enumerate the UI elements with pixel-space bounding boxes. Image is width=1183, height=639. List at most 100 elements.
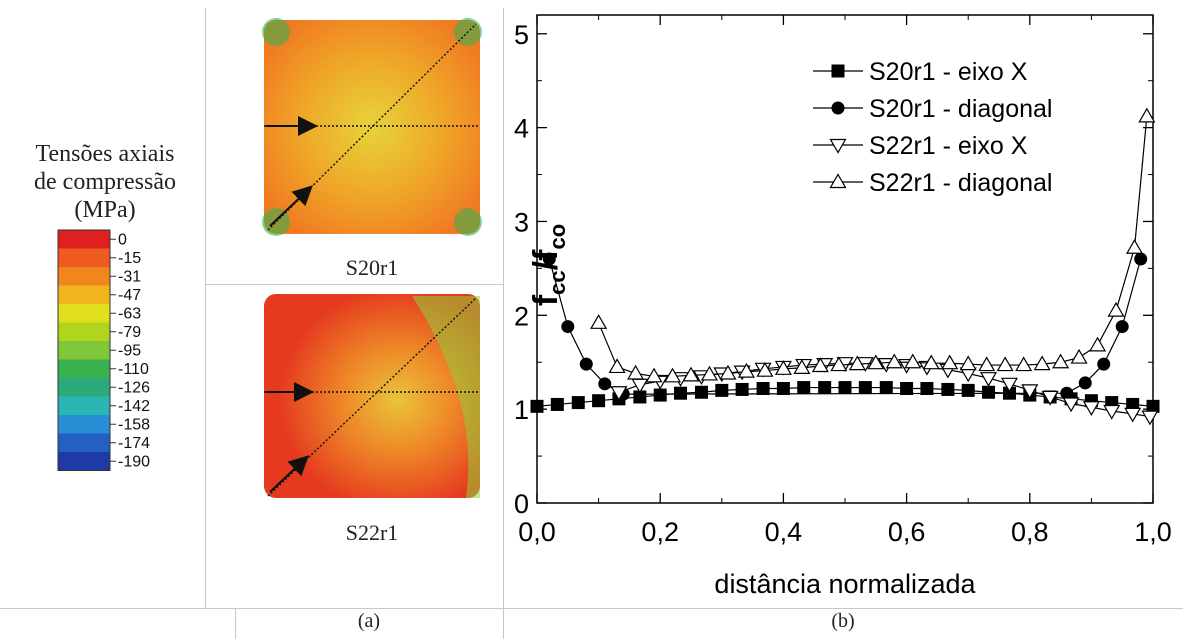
data-point: [867, 354, 885, 370]
y-tick-label: 0: [514, 489, 529, 519]
y-tick-label: 2: [514, 301, 529, 331]
data-point: [550, 397, 564, 411]
data-point: [1000, 377, 1019, 393]
data-point: [1146, 399, 1160, 413]
x-axis-label: distância normalizada: [714, 569, 976, 599]
data-point: [848, 355, 866, 371]
plot-frame: [536, 14, 1154, 504]
data-point: [756, 382, 770, 396]
colorbar-label: -47: [118, 287, 141, 304]
legend-marker: [831, 64, 845, 78]
specimen-label-s20r1: S20r1: [345, 255, 399, 280]
data-point: [598, 377, 612, 391]
data-point: [530, 399, 544, 413]
data-point: [776, 382, 790, 396]
colorbar-swatch: [58, 341, 110, 360]
data-point: [645, 367, 663, 383]
data-point: [797, 381, 811, 395]
data-point: [982, 385, 996, 399]
colorbar-label: -126: [118, 379, 150, 396]
data-point: [719, 364, 737, 380]
legend-label: S22r1 - eixo X: [869, 132, 1028, 160]
data-point: [1082, 401, 1100, 416]
x-tick-label: 0,2: [641, 517, 679, 547]
colorbar-label: -110: [118, 361, 149, 378]
x-tick-label: 0,4: [765, 517, 803, 547]
colorbar-label: -31: [118, 268, 141, 285]
data-point: [1107, 301, 1125, 317]
data-point: [1097, 357, 1111, 371]
divider-left: [205, 8, 206, 608]
y-tick-label: 5: [514, 20, 529, 50]
colorbar-swatch: [58, 230, 110, 249]
colorbar-label: -158: [118, 416, 150, 433]
data-point: [1033, 355, 1051, 371]
data-point: [900, 382, 914, 396]
data-point: [922, 354, 940, 370]
data-point: [941, 382, 955, 396]
colorbar-label: -63: [118, 305, 141, 322]
colorbar-swatch: [58, 322, 110, 341]
data-point: [1126, 397, 1140, 411]
data-point: [1078, 376, 1092, 390]
y-tick-label: 4: [514, 114, 529, 144]
data-point: [1015, 356, 1033, 372]
colorbar: 0 -15-31 -47-63 -79-95 -110-126 -142-158 -174-…: [57, 229, 150, 471]
legend-label: S22r1 - diagonal: [869, 169, 1052, 197]
y-axis-label-part: f: [527, 294, 565, 306]
data-point: [737, 362, 755, 378]
caption-a: (a): [357, 610, 381, 632]
colorbar-swatch: [58, 267, 110, 286]
legend-marker: [831, 101, 845, 115]
colorbar-swatch: [58, 378, 110, 397]
data-point: [542, 252, 556, 266]
colorbar-swatch: [58, 415, 110, 434]
data-point: [879, 381, 893, 395]
data-point: [858, 381, 872, 395]
legend-label: S20r1 - diagonal: [869, 95, 1052, 123]
data-point: [959, 355, 977, 371]
caption-b: (b): [831, 610, 855, 632]
colorbar-swatch: [58, 248, 110, 267]
colorbar-label: -95: [118, 342, 141, 359]
y-axis-label-part: co: [545, 224, 570, 250]
data-point: [1060, 386, 1074, 400]
legend-marker: [829, 138, 847, 154]
specimen-s22r1-contour: [264, 294, 480, 498]
colorbar-swatch: [58, 396, 110, 415]
colorbar-swatch: [58, 433, 110, 452]
data-point: [904, 353, 922, 369]
data-point: [1062, 397, 1080, 413]
divider-mid-horizontal: [205, 284, 503, 285]
colorbar-swatch: [58, 452, 110, 471]
divider-middle: [503, 8, 504, 639]
x-tick-label: 0,8: [1011, 517, 1049, 547]
data-point: [1070, 348, 1088, 364]
data-point: [756, 361, 774, 377]
data-point: [627, 364, 645, 380]
data-point: [1141, 410, 1159, 426]
divider-inner: [235, 608, 236, 639]
legend-label: S20r1 - eixo X: [869, 58, 1028, 86]
data-point: [561, 320, 575, 334]
colorbar-label: -174: [118, 435, 150, 452]
specimen-label-s22r1: S22r1: [345, 520, 399, 545]
data-point: [631, 378, 649, 394]
colorbar-swatch: [58, 304, 110, 323]
data-point: [1134, 252, 1148, 266]
data-point: [920, 382, 934, 396]
data-point: [694, 385, 708, 399]
data-point: [590, 314, 608, 329]
data-point: [1052, 353, 1070, 369]
data-point: [700, 365, 719, 381]
specimen-s20r1-contour: [262, 18, 482, 236]
y-tick-label: 3: [514, 207, 529, 237]
colorbar-label: -79: [118, 324, 141, 341]
legend-title-line: Tensões axiais: [35, 141, 175, 167]
data-point: [571, 396, 585, 410]
data-point: [941, 354, 959, 370]
data-point: [608, 358, 626, 374]
data-point: [818, 381, 832, 395]
data-point: [735, 382, 749, 396]
colorbar-swatch: [58, 359, 110, 378]
